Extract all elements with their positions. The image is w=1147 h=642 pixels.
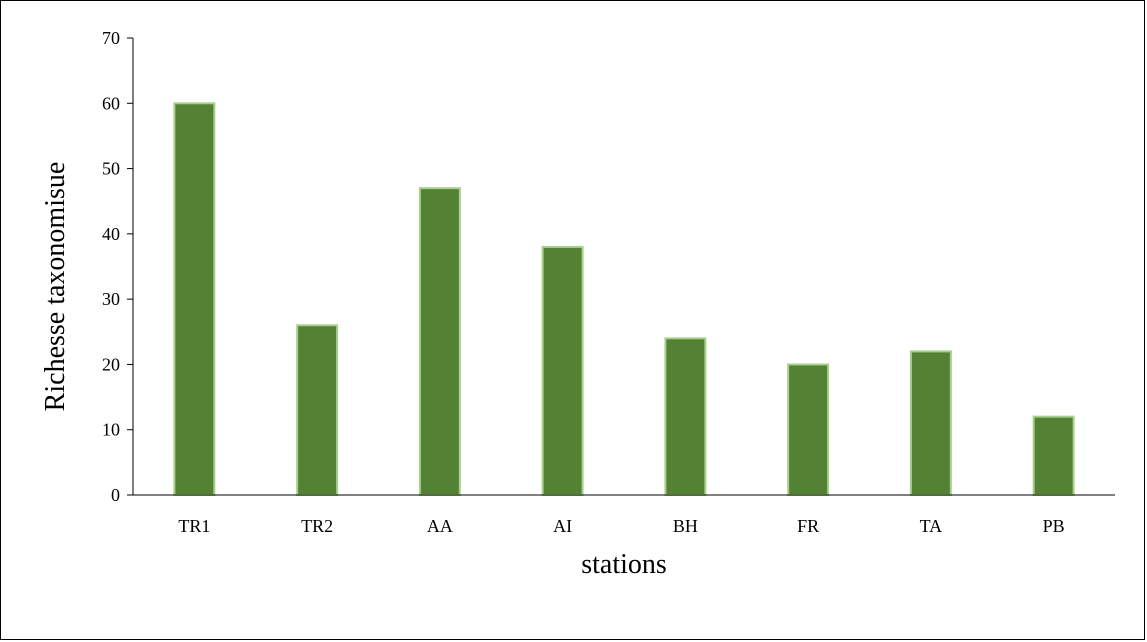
x-tick-label-fr: FR [797,516,819,536]
x-tick-label-tr2: TR2 [301,516,333,536]
x-tick-label-pb: PB [1043,516,1065,536]
bar-fr [787,363,830,496]
y-ticks-group: 0 10 20 30 40 50 60 70 [102,28,133,505]
bar-tr1 [173,102,216,497]
bars-group [173,102,1075,497]
y-tick-label: 40 [102,224,120,244]
bar-bh [664,337,707,497]
x-tick-label-aa: AA [427,516,453,536]
y-tick-label: 0 [111,485,120,505]
bar-pb [1032,415,1075,496]
y-tick-label: 10 [102,420,120,440]
y-tick-label: 50 [102,159,120,179]
x-tick-label-bh: BH [673,516,698,536]
x-tick-label-ta: TA [920,516,943,536]
bar-aa [418,187,461,497]
x-labels-group: TR1 TR2 AA AI BH FR TA PB [178,516,1064,536]
y-tick-label: 70 [102,28,120,48]
bar-ta [909,350,952,496]
bar-ai [541,245,584,496]
x-tick-label-tr1: TR1 [178,516,210,536]
y-tick-label: 20 [102,354,120,374]
y-axis-title: Richesse taxonomisue [40,162,71,412]
y-tick-label: 60 [102,93,120,113]
x-tick-label-ai: AI [553,516,572,536]
y-tick-label: 30 [102,289,120,309]
bar-tr2 [296,324,339,496]
x-axis-title: stations [581,549,667,580]
